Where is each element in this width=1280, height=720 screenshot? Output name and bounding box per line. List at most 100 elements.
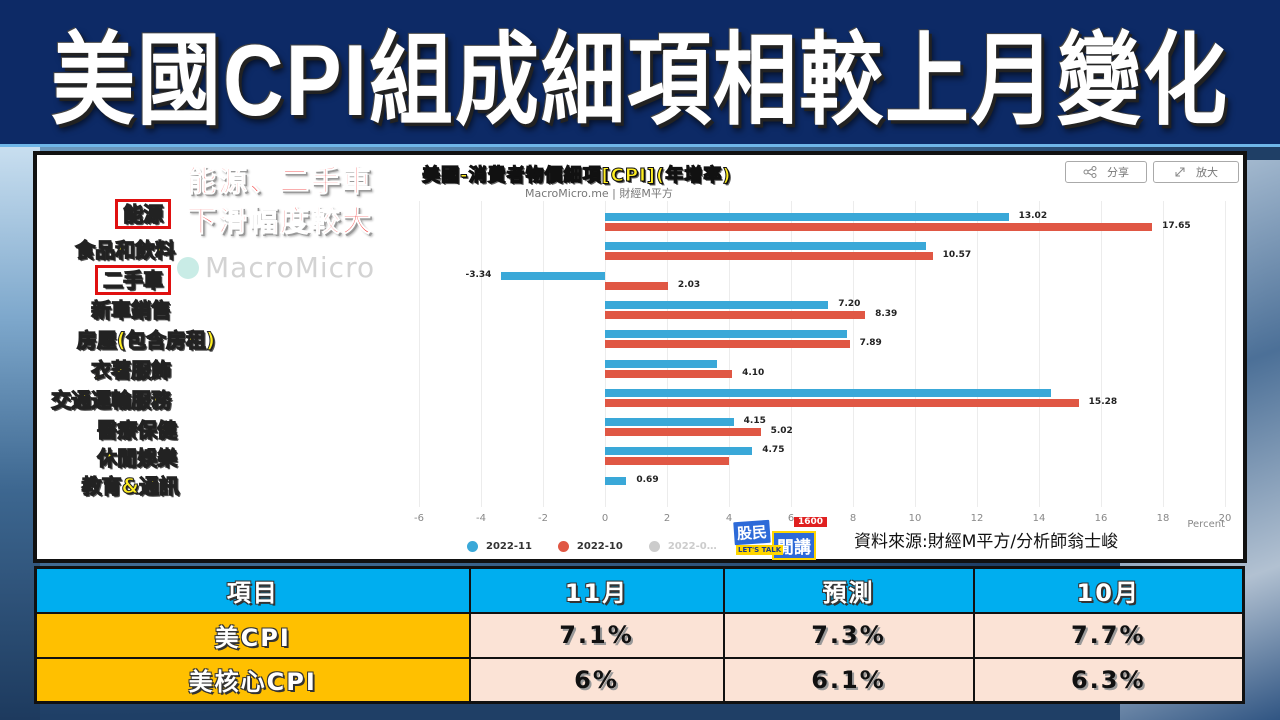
cell-value: 6.1% [722, 656, 975, 704]
annotation-callout: 能源、二手車 下滑幅度較大 [186, 161, 374, 241]
x-tick-label: 14 [1032, 513, 1046, 524]
row-label: 美核心CPI [34, 656, 471, 704]
bar-2022-10[interactable] [605, 428, 761, 437]
gridline [1163, 201, 1164, 507]
bar-2022-10[interactable] [605, 398, 1079, 407]
gridline [853, 201, 854, 507]
gridline [605, 201, 606, 507]
legend-item-2022-11[interactable]: 2022-11 [467, 541, 532, 552]
bar-value-label: 5.02 [770, 426, 793, 437]
cell-value: 6.3% [972, 656, 1245, 704]
bar-2022-11[interactable] [605, 476, 627, 485]
legend-item-2022-10[interactable]: 2022-10 [557, 541, 623, 552]
cell-value: 7.3% [722, 611, 975, 659]
x-tick-label: 18 [1156, 513, 1170, 524]
chart-subtitle: MacroMicro.me | 財經M平方 [525, 187, 673, 200]
header-item: 項目 [34, 566, 471, 614]
x-tick-label: -4 [476, 513, 486, 524]
gridline [667, 201, 668, 507]
bar-value-label: 0.69 [636, 474, 659, 485]
x-tick-label: 10 [908, 513, 922, 524]
gridline [481, 201, 482, 507]
table-header-row: 項目 11月 預測 10月 [34, 566, 1245, 614]
bar-2022-10[interactable] [605, 340, 850, 349]
table-row: 美CPI 7.1% 7.3% 7.7% [34, 611, 1245, 659]
legend: 2022-11 2022-10 2022-0… [467, 541, 717, 552]
show-logo: 股民 1600 閒講 LET'S TALK [731, 517, 850, 561]
bar-2022-10[interactable] [605, 457, 729, 466]
bar-value-label: 7.20 [838, 298, 861, 309]
gridline [915, 201, 916, 507]
source-credit: 股民 1600 閒講 LET'S TALK 資料來源:財經M平方/分析師翁士峻 [731, 517, 1119, 561]
bar-2022-10[interactable] [605, 369, 733, 378]
bar-value-label: 8.39 [875, 308, 898, 319]
cell-value: 6% [468, 656, 725, 704]
header-november: 11月 [468, 566, 725, 614]
expand-icon [1175, 167, 1185, 177]
legend-dot-icon [648, 541, 660, 552]
bar-2022-11[interactable] [605, 388, 1052, 397]
legend-dot-icon [557, 541, 569, 552]
x-tick-label: 0 [601, 513, 609, 524]
bar-2022-11[interactable] [501, 271, 605, 280]
category-label-new-cars: 新車銷售 [91, 298, 172, 323]
row-label: 美CPI [34, 611, 471, 659]
legend-dot-icon [467, 541, 478, 552]
category-label-apparel: 衣著服飾 [91, 358, 172, 383]
title-bar: 美國CPI組成細項相較上月變化 [0, 0, 1280, 147]
source-text: 資料來源:財經M平方/分析師翁士峻 [854, 531, 1119, 552]
bar-2022-11[interactable] [605, 300, 829, 309]
macromicro-watermark: MacroMicro [177, 251, 375, 284]
x-tick-label: 4 [725, 513, 733, 524]
annotation-line-2: 下滑幅度較大 [186, 204, 374, 239]
x-axis-label: Percent [1187, 519, 1225, 530]
x-tick-label: 6 [787, 513, 795, 524]
gridline [419, 201, 420, 507]
chart-title: 美國-消費者物價細項[CPI](年增率) [421, 165, 732, 187]
bar-2022-10[interactable] [605, 310, 866, 319]
share-label: 分享 [1107, 166, 1129, 179]
bar-value-label: 4.10 [742, 367, 765, 378]
bar-2022-11[interactable] [605, 242, 926, 251]
bar-value-label: 10.57 [942, 250, 972, 261]
category-label-medical: 醫療保健 [97, 418, 178, 443]
category-label-recreation: 休閒娛樂 [97, 446, 178, 471]
bar-value-label: -3.34 [465, 269, 492, 280]
bar-2022-10[interactable] [605, 223, 1153, 231]
share-icon [1083, 166, 1097, 178]
gridline [543, 201, 544, 507]
gridline [1101, 201, 1102, 507]
annotation-line-1: 能源、二手車 [186, 164, 374, 199]
bar-2022-11[interactable] [605, 213, 1009, 221]
expand-button[interactable]: 放大 [1153, 161, 1239, 183]
x-tick-label: 16 [1094, 513, 1108, 524]
gridline [1225, 201, 1226, 507]
x-tick-label: 12 [970, 513, 984, 524]
bar-2022-10[interactable] [605, 281, 668, 290]
bar-value-label: 4.75 [762, 445, 785, 456]
bar-value-label: 13.02 [1018, 211, 1048, 221]
plot-area: -6 -4 -2 0 2 4 6 8 10 12 14 16 18 20 13.02 17.65 10.57 -3… [414, 201, 1231, 524]
category-label-used-cars: 二手車 [95, 265, 171, 295]
page-title: 美國CPI組成細項相較上月變化 [50, 23, 1230, 137]
expand-label: 放大 [1196, 166, 1218, 179]
bar-value-label: 17.65 [1162, 221, 1191, 231]
bar-2022-11[interactable] [605, 447, 753, 456]
x-tick-label: -2 [538, 513, 548, 524]
share-button[interactable]: 分享 [1065, 161, 1147, 183]
bar-value-label: 15.28 [1088, 396, 1118, 407]
category-label-food: 食品和飲料 [75, 238, 176, 263]
cpi-summary-table: 項目 11月 預測 10月 美CPI 7.1% 7.3% 7.7% 美核心CPI… [34, 566, 1245, 704]
table-row: 美核心CPI 6% 6.1% 6.3% [34, 656, 1245, 704]
gridline [791, 201, 792, 507]
x-tick-label: 20 [1218, 513, 1232, 524]
bar-2022-10[interactable] [605, 252, 933, 261]
bar-2022-11[interactable] [605, 418, 734, 427]
bar-2022-11[interactable] [605, 359, 717, 368]
gridline [977, 201, 978, 507]
bar-2022-11[interactable] [605, 330, 847, 339]
legend-item-hidden-series[interactable]: 2022-0… [648, 541, 717, 552]
x-tick-label: 2 [663, 513, 671, 524]
gridline [1039, 201, 1040, 507]
bar-value-label: 4.15 [743, 416, 766, 427]
